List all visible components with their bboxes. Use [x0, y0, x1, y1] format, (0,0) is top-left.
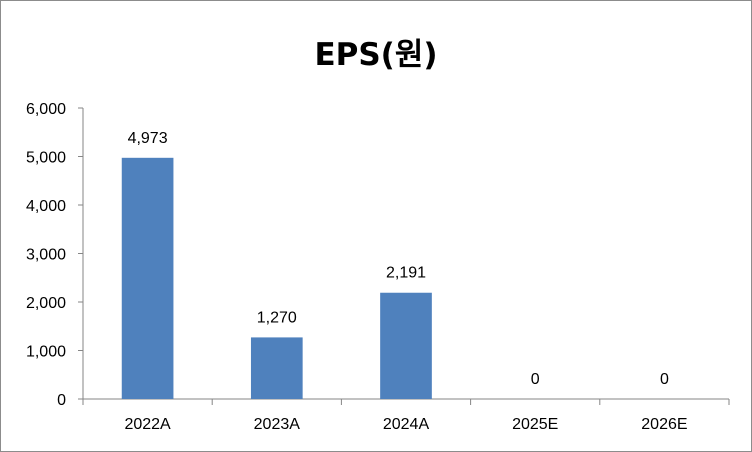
chart-title: EPS(원) — [314, 37, 438, 73]
data-labels: 4,973 1,270 2,191 0 0 — [128, 130, 669, 388]
x-tick-label: 2024A — [383, 416, 430, 433]
x-tick-label: 2023A — [254, 416, 301, 433]
data-label: 0 — [531, 371, 540, 388]
y-tick-label: 1,000 — [26, 344, 66, 361]
x-axis-ticks: 2022A 2023A 2024A 2025E 2026E — [82, 399, 730, 433]
y-tick-label: 5,000 — [26, 150, 66, 167]
x-tick-label: 2022A — [124, 416, 171, 433]
bar-series — [121, 157, 432, 399]
data-label: 0 — [660, 371, 669, 388]
y-tick-label: 0 — [57, 392, 66, 409]
data-label: 2,191 — [386, 265, 426, 282]
y-axis-ticks: 0 1,000 2,000 3,000 4,000 5,000 6,000 — [26, 101, 83, 409]
data-label: 4,973 — [128, 130, 168, 147]
y-tick-label: 4,000 — [26, 198, 66, 215]
x-tick-label: 2025E — [512, 416, 558, 433]
y-tick-label: 2,000 — [26, 295, 66, 312]
data-label: 1,270 — [257, 309, 297, 326]
bar — [121, 157, 174, 399]
bar — [380, 292, 432, 399]
y-tick-label: 3,000 — [26, 247, 66, 264]
x-tick-label: 2026E — [641, 416, 687, 433]
y-tick-label: 6,000 — [26, 101, 66, 118]
bar — [250, 337, 303, 399]
